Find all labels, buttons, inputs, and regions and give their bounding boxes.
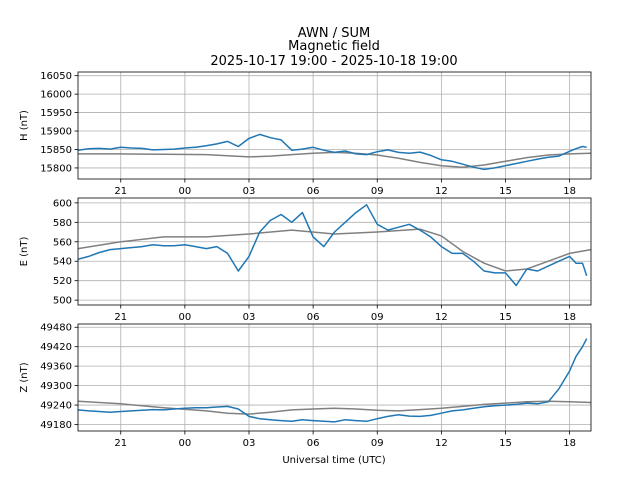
- h-y-tick-label-5: 16050: [40, 71, 72, 82]
- e-baseline-line: [78, 228, 591, 272]
- h-x-tick-label-7: 18: [563, 186, 576, 197]
- h-x-tick-label-0: 21: [114, 186, 127, 197]
- z-measured-line: [78, 338, 588, 423]
- h-component-panel: 21 00 03 06 09 12 15 18 15800 15850 15900 15950 1600…: [19, 71, 592, 197]
- z-y-tick-label-4: 49420: [40, 342, 72, 353]
- h-plot-frame: [77, 71, 592, 180]
- figure-title-period: 2025-10-17 19:00 - 2025-10-18 19:00: [210, 54, 457, 69]
- h-x-tick-label-4: 09: [371, 186, 384, 197]
- z-y-tick-label-0: 49180: [40, 420, 72, 431]
- z-x-tick-label-5: 12: [435, 438, 448, 449]
- h-measured-line: [78, 133, 587, 171]
- z-y-axis-label: Z (nT): [19, 362, 30, 392]
- figure-title-station: AWN / SUM: [298, 26, 370, 41]
- h-y-tick-label-4: 16000: [40, 90, 72, 101]
- figure-title-quantity: Magnetic field: [288, 39, 380, 54]
- z-x-tick-label-4: 09: [371, 438, 384, 449]
- z-x-tick-label-0: 21: [114, 438, 127, 449]
- z-y-tick-label-1: 49240: [40, 401, 72, 412]
- e-measured-line: [78, 204, 588, 287]
- h-y-tick-label-0: 15800: [40, 163, 72, 174]
- z-baseline-line: [78, 400, 591, 415]
- e-y-tick-label-2: 540: [53, 257, 72, 268]
- e-x-tick-label-6: 15: [499, 312, 512, 323]
- h-x-tick-label-6: 15: [499, 186, 512, 197]
- z-y-tick-label-3: 49360: [40, 362, 72, 373]
- z-component-panel: 21 00 03 06 09 12 15 18 49180 49240 49300 49360 4942…: [19, 323, 592, 449]
- e-x-tick-label-5: 12: [435, 312, 448, 323]
- e-y-tick-label-4: 580: [53, 218, 72, 229]
- h-x-tick-label-3: 06: [307, 186, 320, 197]
- e-x-tick-label-4: 09: [371, 312, 384, 323]
- h-x-tick-label-2: 03: [243, 186, 256, 197]
- h-y-tick-label-1: 15850: [40, 145, 72, 156]
- e-x-tick-label-3: 06: [307, 312, 320, 323]
- e-x-tick-label-0: 21: [114, 312, 127, 323]
- h-x-tick-label-1: 00: [179, 186, 192, 197]
- e-x-tick-label-7: 18: [563, 312, 576, 323]
- e-component-panel: 21 00 03 06 09 12 15 18 500 520 540 560 580 600 E (nT): [19, 197, 592, 323]
- x-axis-label: Universal time (UTC): [282, 455, 385, 466]
- z-x-tick-label-1: 00: [179, 438, 192, 449]
- e-y-tick-label-5: 600: [53, 198, 72, 209]
- e-x-tick-label-2: 03: [243, 312, 256, 323]
- e-y-tick-label-0: 500: [53, 296, 72, 307]
- e-y-axis-label: E (nT): [19, 237, 30, 267]
- h-y-tick-label-2: 15900: [40, 127, 72, 138]
- h-y-tick-label-3: 15950: [40, 108, 72, 119]
- e-plot-frame: [77, 197, 592, 306]
- z-x-tick-label-2: 03: [243, 438, 256, 449]
- z-x-tick-label-6: 15: [499, 438, 512, 449]
- z-plot-frame: [77, 323, 592, 432]
- z-x-tick-label-7: 18: [563, 438, 576, 449]
- h-y-axis-label: H (nT): [19, 110, 30, 141]
- z-y-tick-label-2: 49300: [40, 381, 72, 392]
- z-x-tick-label-3: 06: [307, 438, 320, 449]
- e-y-tick-label-3: 560: [53, 237, 72, 248]
- z-y-tick-label-5: 49480: [40, 323, 72, 334]
- e-x-tick-label-1: 00: [179, 312, 192, 323]
- e-y-tick-label-1: 520: [53, 276, 72, 287]
- h-x-tick-label-5: 12: [435, 186, 448, 197]
